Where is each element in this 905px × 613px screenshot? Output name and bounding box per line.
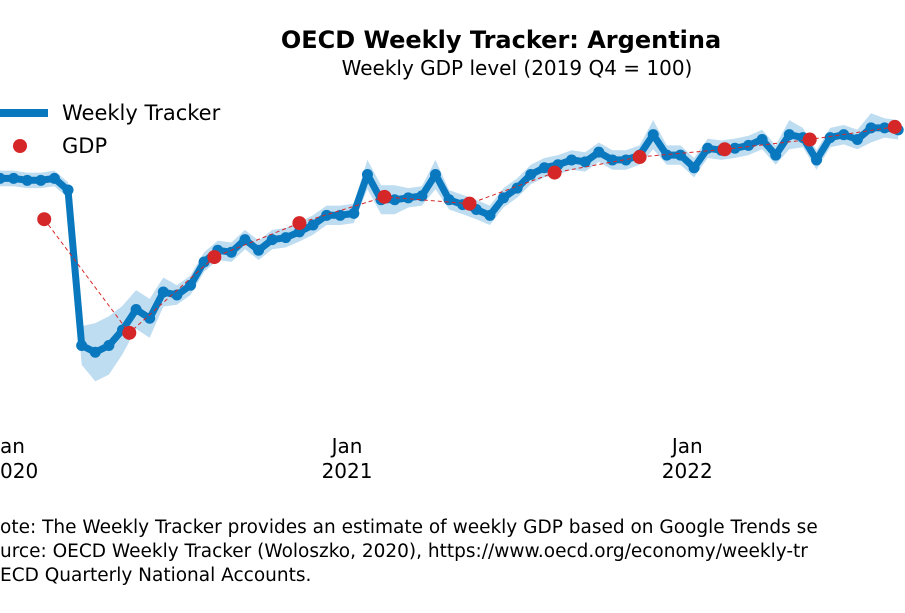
tracker-point <box>865 122 877 134</box>
tracker-point <box>824 132 836 144</box>
tracker-point <box>253 244 265 256</box>
tracker-point <box>76 339 88 351</box>
gdp-point <box>802 132 817 147</box>
tracker-point <box>742 139 754 151</box>
tracker-point <box>62 184 74 196</box>
tracker-point <box>443 194 455 206</box>
gdp-point <box>632 150 647 165</box>
gdp-point <box>37 212 52 227</box>
footnote: ECD Quarterly National Accounts. <box>0 565 311 586</box>
tracker-point <box>225 246 237 258</box>
tracker-point <box>21 174 33 186</box>
tracker-point <box>48 172 60 184</box>
footnote: urce: OECD Weekly Tracker (Woloszko, 202… <box>0 541 808 562</box>
tracker-point <box>402 192 414 204</box>
tracker-point <box>144 312 156 324</box>
tracker-point <box>89 346 101 358</box>
tracker-point <box>579 156 591 168</box>
tracker-point <box>0 172 6 184</box>
tracker-point <box>198 256 210 268</box>
x-tick-label: an 020 <box>0 434 38 483</box>
tracker-point <box>783 129 795 141</box>
tracker-point <box>770 149 782 161</box>
tracker-point <box>525 169 537 181</box>
tracker-point <box>239 234 251 246</box>
uncertainty-band <box>0 113 899 382</box>
tracker-point <box>103 339 115 351</box>
tracker-point <box>280 232 292 244</box>
gdp-point <box>887 119 902 134</box>
tracker-point <box>130 304 142 316</box>
gdp-point <box>207 250 222 265</box>
tracker-point <box>661 149 673 161</box>
tracker-point <box>674 149 686 161</box>
tracker-point <box>348 207 360 219</box>
tracker-point <box>484 209 496 221</box>
tracker-point <box>647 129 659 141</box>
tracker-point <box>429 169 441 181</box>
x-tick-label: Jan 2022 <box>662 434 713 483</box>
gdp-point <box>377 189 392 204</box>
tracker-point <box>538 162 550 174</box>
tracker-point <box>879 122 891 134</box>
tracker-point <box>171 289 183 301</box>
tracker-point <box>702 142 714 154</box>
legend-swatch <box>13 139 27 153</box>
gdp-point <box>547 165 562 180</box>
tracker-point <box>35 174 47 186</box>
tracker-point <box>811 154 823 166</box>
tracker-point <box>593 146 605 158</box>
legend-label: Weekly Tracker <box>62 101 221 125</box>
tracker-point <box>498 192 510 204</box>
tracker-point <box>851 134 863 146</box>
tracker-point <box>185 279 197 291</box>
tracker-point <box>566 154 578 166</box>
tracker-point <box>688 162 700 174</box>
tracker-point <box>620 154 632 166</box>
tracker-point <box>334 209 346 221</box>
chart-title: OECD Weekly Tracker: Argentina <box>281 26 721 54</box>
gdp-point <box>122 325 137 340</box>
legend-label: GDP <box>62 134 107 158</box>
tracker-point <box>416 190 428 202</box>
chart-subtitle: Weekly GDP level (2019 Q4 = 100) <box>342 56 693 80</box>
tracker-point <box>307 219 319 231</box>
tracker-point <box>157 286 169 298</box>
tracker-point <box>361 169 373 181</box>
tracker-point <box>321 209 333 221</box>
x-tick-label: Jan 2021 <box>322 434 373 483</box>
tracker-point <box>756 134 768 146</box>
gdp-point <box>292 216 307 231</box>
footnote: ote: The Weekly Tracker provides an esti… <box>0 517 818 538</box>
gdp-point <box>462 196 477 211</box>
tracker-point <box>266 234 278 246</box>
tracker-point <box>8 172 20 184</box>
tracker-point <box>606 154 618 166</box>
gdp-point <box>717 142 732 157</box>
